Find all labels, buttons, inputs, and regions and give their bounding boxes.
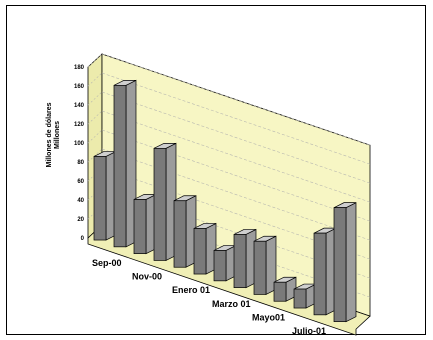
- y-axis-label-units: Millones: [54, 121, 61, 149]
- bar-front: [193, 228, 207, 275]
- y-tick-label: 0: [81, 236, 85, 242]
- bar-front: [173, 200, 187, 268]
- bar: [113, 79, 137, 248]
- grid-line: [87, 129, 103, 144]
- grid-line: [101, 148, 371, 241]
- bar: [253, 235, 277, 296]
- x-tick-label: Mayo01: [252, 312, 285, 322]
- bar: [173, 195, 197, 268]
- grid-line: [87, 53, 103, 68]
- grid-line: [87, 72, 103, 87]
- bar-front: [233, 234, 247, 288]
- x-tick-label: Sep-00: [92, 258, 122, 268]
- bar: [233, 228, 257, 289]
- x-tick-label: Enero 01: [172, 285, 210, 295]
- y-tick-label: 160: [74, 84, 85, 90]
- grid-line: [101, 53, 371, 146]
- grid-line: [101, 129, 371, 222]
- bars: [93, 79, 357, 323]
- grid-line: [87, 110, 103, 125]
- y-tick-label: 60: [77, 179, 84, 185]
- bar: [313, 227, 337, 316]
- x-tick-label: Nov-00: [132, 272, 162, 282]
- bar: [153, 142, 177, 262]
- grid-line: [87, 91, 103, 106]
- y-axis-label: Millones de dólares: [46, 102, 53, 167]
- x-tick-label: Marzo 01: [212, 299, 251, 309]
- bar: [93, 150, 117, 241]
- bar-front: [253, 240, 267, 295]
- y-tick-label: 100: [74, 141, 85, 147]
- bar-front: [273, 281, 287, 302]
- bar: [193, 222, 217, 275]
- bar-front: [113, 84, 127, 248]
- y-tick-label: 80: [77, 160, 84, 166]
- bar: [293, 283, 317, 309]
- x-tick-label: Julio-01: [292, 326, 326, 336]
- y-tick-label: 140: [74, 103, 85, 109]
- bar: [133, 193, 157, 255]
- bar-front: [153, 147, 167, 261]
- bar-front: [93, 156, 107, 241]
- y-tick-label: 180: [74, 65, 85, 71]
- grid-line: [101, 110, 371, 203]
- bar-front: [133, 199, 147, 254]
- grid-line: [101, 91, 371, 184]
- bar: [273, 276, 297, 302]
- y-tick-label: 40: [77, 198, 84, 204]
- bar: [333, 202, 357, 323]
- y-tick-label: 20: [77, 217, 84, 223]
- bar-front: [313, 232, 327, 316]
- bar-front: [333, 207, 347, 322]
- grid-line: [101, 72, 371, 165]
- y-tick-label: 120: [74, 122, 85, 128]
- bar-front: [293, 288, 307, 309]
- bar: [213, 244, 237, 282]
- bar-front: [213, 250, 227, 282]
- grid-line: [87, 148, 103, 163]
- bar-side: [345, 202, 357, 323]
- y-axis: 0 20 40 60 80 100 120 140 160 180: [74, 65, 85, 242]
